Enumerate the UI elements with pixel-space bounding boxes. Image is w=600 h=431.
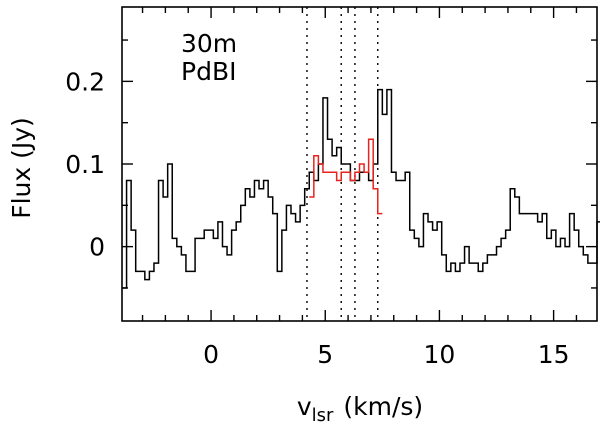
- tick-labels: 0 5 10 15 0 0.1 0.2: [65, 67, 569, 369]
- series-line-30m: [122, 88, 600, 289]
- x-tick-label-2: 10: [424, 340, 456, 369]
- y-tick-label-0: 0: [89, 233, 105, 262]
- x-axis-label-subscript: lsr: [312, 405, 334, 426]
- legend-label-pdbi: PdBI: [181, 57, 236, 86]
- series-pdbi: [309, 138, 383, 215]
- x-axis-label: vlsr (km/s): [297, 392, 423, 426]
- series-30m: [122, 88, 600, 289]
- x-axis-label-symbol: v: [297, 392, 312, 421]
- y-tick-label-2: 0.2: [65, 67, 105, 96]
- y-tick-label-1: 0.1: [65, 150, 105, 179]
- y-axis-label: Flux (Jy): [7, 117, 36, 219]
- legend-label-30m: 30m: [181, 29, 237, 58]
- x-tick-label-0: 0: [203, 340, 219, 369]
- x-axis-label-units: (km/s): [343, 392, 423, 421]
- series-layer: [122, 88, 600, 289]
- x-tick-label-3: 15: [538, 340, 570, 369]
- axis-ticks: [122, 7, 597, 321]
- series-line-pdbi: [309, 138, 383, 215]
- x-tick-label-1: 5: [317, 340, 333, 369]
